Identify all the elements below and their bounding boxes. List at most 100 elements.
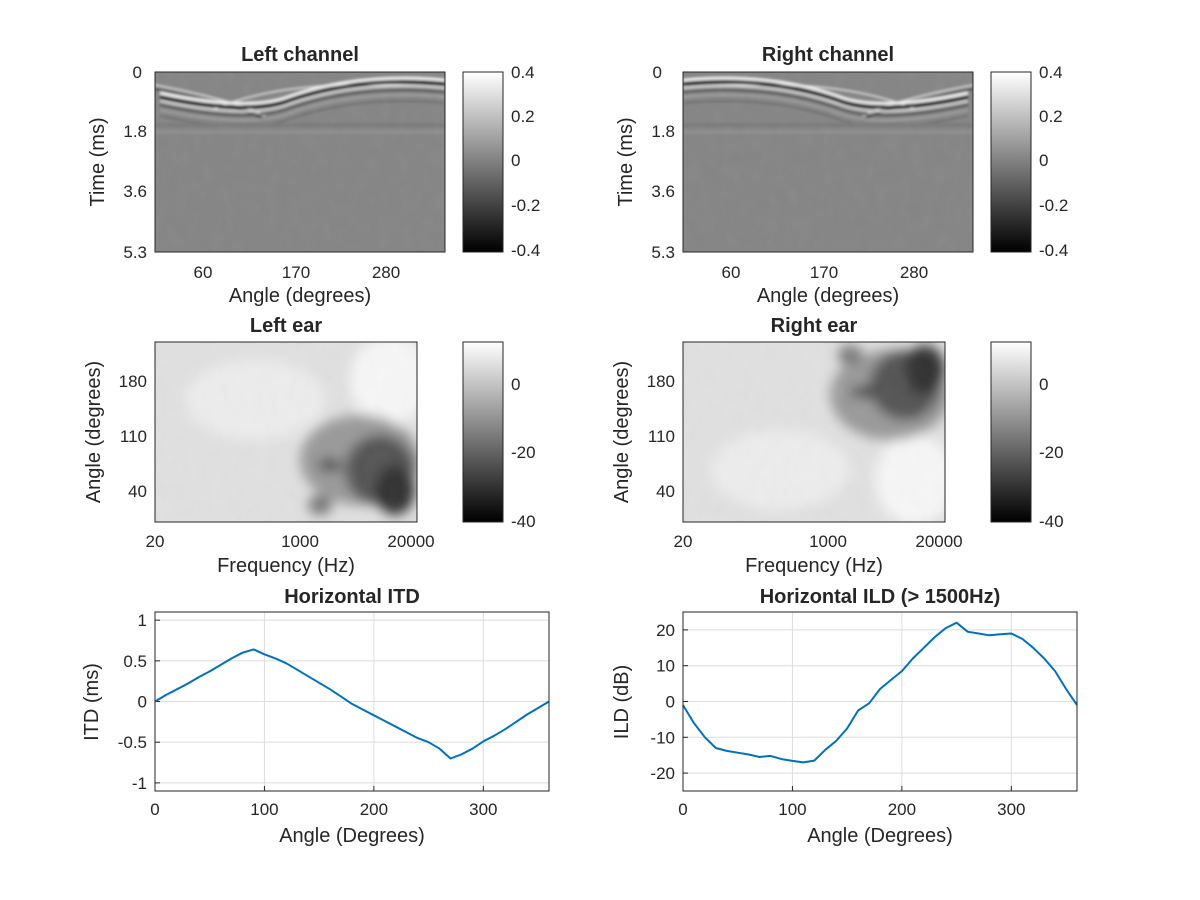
itd-xtick: 0 <box>150 800 159 819</box>
right-channel-xtick: 280 <box>900 263 928 282</box>
ild-ytick: -20 <box>650 764 675 783</box>
left-ear-ylabel: Angle (degrees) <box>83 361 105 503</box>
left-ear-plot: Left ear 20 1000 20000 180 110 40 <box>83 315 536 577</box>
right-ear-ylabel: Angle (degrees) <box>611 361 633 503</box>
colorbar-tick: 0.2 <box>1039 107 1063 126</box>
left-ear-xtick: 1000 <box>281 532 319 551</box>
colorbar-tick: 0.4 <box>1039 63 1063 82</box>
colorbar-tick: 0.2 <box>511 107 535 126</box>
colorbar-tick: 0 <box>1039 151 1048 170</box>
ild-xtick: 100 <box>778 800 806 819</box>
itd-plot: Horizontal ITD 0 100 200 300 1 0.5 0 -0.5 -1 Ang… <box>81 586 550 847</box>
left-channel-axes <box>154 71 446 253</box>
ild-ytick: 10 <box>656 657 675 676</box>
ild-series-line <box>682 621 1078 764</box>
colorbar-tick: -20 <box>1039 443 1064 462</box>
itd-ytick: -0.5 <box>118 733 147 752</box>
ild-axes <box>682 611 1078 792</box>
right-ear-xtick: 20000 <box>915 532 962 551</box>
itd-series-line <box>154 648 550 760</box>
left-channel-title: Left channel <box>241 44 359 66</box>
right-ear-colorbar: 0 -20 -40 <box>990 341 1064 531</box>
left-ear-ytick: 180 <box>119 372 147 391</box>
right-ear-plot: Right ear 20 1000 20000 180 110 40 <box>611 315 1064 577</box>
itd-ytick: 0 <box>138 693 147 712</box>
left-channel-xlabel: Angle (degrees) <box>229 285 371 307</box>
ild-title: Horizontal ILD (> 1500Hz) <box>760 586 1001 608</box>
right-channel-title: Right channel <box>762 44 894 66</box>
left-channel-ytick: 1.8 <box>123 122 147 141</box>
colorbar-tick: -0.4 <box>1039 241 1068 260</box>
right-channel-ytick: 0 <box>653 63 662 82</box>
right-ear-ytick: 110 <box>648 427 675 446</box>
itd-xtick: 100 <box>250 800 278 819</box>
right-channel-axes <box>682 71 974 253</box>
itd-ytick: -1 <box>132 774 147 793</box>
ild-ytick: -10 <box>650 728 675 747</box>
right-ear-xtick: 20 <box>674 532 693 551</box>
left-channel-yticks: 0 1.8 3.6 5.3 <box>123 63 147 262</box>
ild-xlabel: Angle (Degrees) <box>807 825 953 847</box>
colorbar-tick: 0 <box>511 151 520 170</box>
colorbar-tick: -0.2 <box>1039 196 1068 215</box>
left-channel-ytick: 3.6 <box>123 182 147 201</box>
itd-xtick: 300 <box>469 800 497 819</box>
left-ear-ytick: 40 <box>128 482 147 501</box>
ild-xtick: 0 <box>678 800 687 819</box>
right-channel-xlabel: Angle (degrees) <box>757 285 899 307</box>
ild-ylabel: ILD (dB) <box>611 665 633 739</box>
left-channel-xtick: 170 <box>282 263 310 282</box>
ild-ytick: 20 <box>656 621 675 640</box>
right-channel-ytick: 1.8 <box>651 122 675 141</box>
left-ear-ytick: 110 <box>120 427 147 446</box>
left-ear-colorbar: 0 -20 -40 <box>462 341 536 531</box>
left-ear-xtick: 20 <box>146 532 165 551</box>
colorbar-tick: -40 <box>1039 512 1064 531</box>
left-ear-axes <box>154 341 418 523</box>
right-channel-xticks: 60 170 280 <box>722 263 929 282</box>
right-ear-xticks: 20 1000 20000 <box>674 532 963 551</box>
left-channel-plot: Left channel 60 170 280 <box>87 44 540 307</box>
ild-grid <box>682 612 1077 791</box>
colorbar-tick: 0 <box>1039 375 1048 394</box>
ild-xtick: 300 <box>997 800 1025 819</box>
right-ear-yticks: 180 110 40 <box>647 372 675 501</box>
right-channel-colorbar: 0.4 0.2 0 -0.2 -0.4 <box>990 63 1068 260</box>
left-channel-xtick: 60 <box>194 263 213 282</box>
right-ear-axes <box>682 341 946 523</box>
itd-ytick: 1 <box>138 611 147 630</box>
right-channel-xtick: 60 <box>722 263 741 282</box>
right-ear-title: Right ear <box>771 315 858 337</box>
right-ear-ytick: 180 <box>647 372 675 391</box>
itd-title: Horizontal ITD <box>284 586 420 608</box>
ild-plot: Horizontal ILD (> 1500Hz) 0 100 200 3002010… <box>611 586 1078 847</box>
left-ear-xtick: 20000 <box>387 532 434 551</box>
right-ear-xtick: 1000 <box>809 532 847 551</box>
itd-ytick: 0.5 <box>123 652 147 671</box>
colorbar-tick: -40 <box>511 512 536 531</box>
itd-ylabel: ITD (ms) <box>81 663 103 741</box>
colorbar-tick: -20 <box>511 443 536 462</box>
left-ear-yticks: 180 110 40 <box>119 372 147 501</box>
left-ear-xlabel: Frequency (Hz) <box>217 555 355 577</box>
right-ear-ytick: 40 <box>656 482 675 501</box>
itd-line <box>154 648 550 760</box>
left-channel-ytick: 5.3 <box>123 243 147 262</box>
right-channel-yticks: 0 1.8 3.6 5.3 <box>651 63 675 262</box>
right-channel-plot: Right channel 60 170 280 <box>615 44 1068 307</box>
itd-xtick: 200 <box>360 800 388 819</box>
ild-ytick: 0 <box>666 693 675 712</box>
ild-xtick: 200 <box>888 800 916 819</box>
left-channel-xtick: 280 <box>372 263 400 282</box>
right-channel-ylabel: Time (ms) <box>615 117 637 206</box>
left-channel-ylabel: Time (ms) <box>87 117 109 206</box>
left-ear-xticks: 20 1000 20000 <box>146 532 435 551</box>
right-channel-ytick: 3.6 <box>651 182 675 201</box>
itd-axes <box>154 611 550 792</box>
right-channel-ytick: 5.3 <box>651 243 675 262</box>
left-channel-ytick: 0 <box>133 63 142 82</box>
left-ear-title: Left ear <box>250 315 322 337</box>
colorbar-tick: -0.4 <box>511 241 540 260</box>
